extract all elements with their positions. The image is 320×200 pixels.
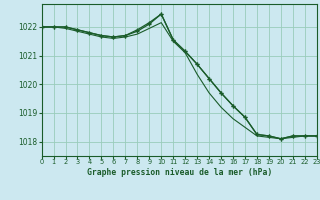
X-axis label: Graphe pression niveau de la mer (hPa): Graphe pression niveau de la mer (hPa) (87, 168, 272, 177)
